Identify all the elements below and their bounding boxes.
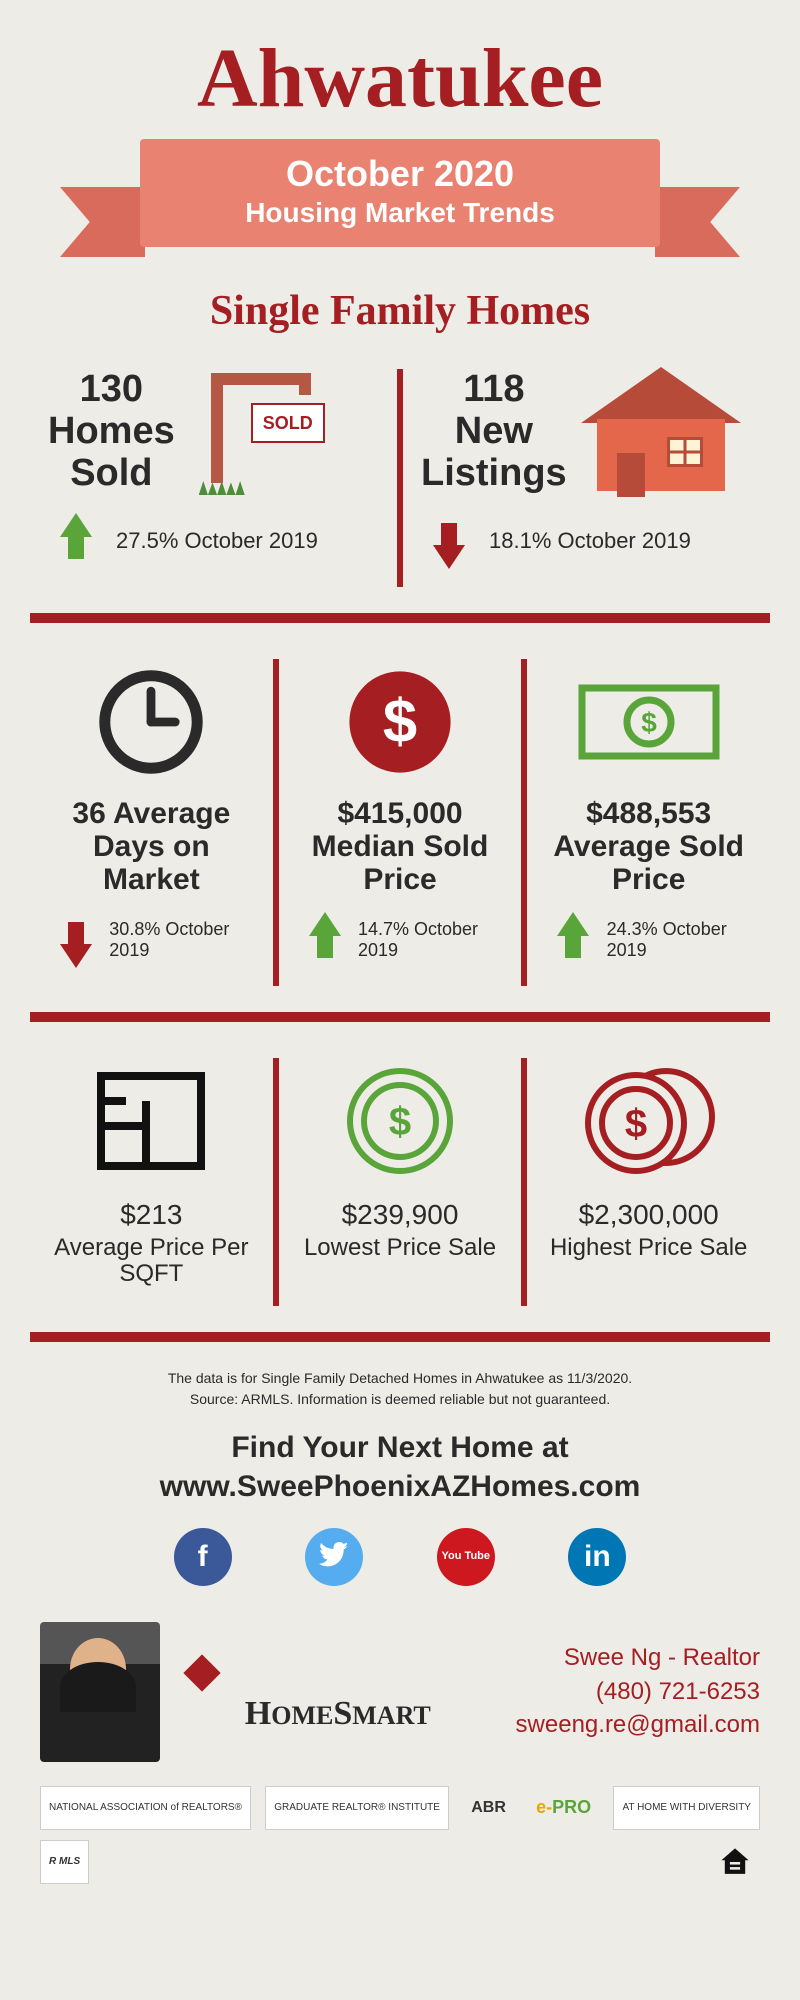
listings-text: 118 New Listings xyxy=(421,369,567,494)
contact-phone: (480) 721-6253 xyxy=(516,1675,760,1709)
social-row: f You Tube in xyxy=(100,1528,700,1586)
cert-logo xyxy=(710,1840,760,1884)
contact-block: Swee Ng - Realtor (480) 721-6253 sweeng.… xyxy=(516,1641,760,1742)
cert-logo: ABR xyxy=(463,1786,514,1830)
twitter-icon xyxy=(319,1542,349,1572)
coins-icon: $ xyxy=(545,1056,752,1186)
row-top: 130 Homes Sold SOLD 27.5% October 2019 1… xyxy=(30,359,770,587)
up-arrow-icon xyxy=(545,912,594,968)
facebook-link[interactable]: f xyxy=(174,1528,232,1586)
disclaimer: The data is for Single Family Detached H… xyxy=(40,1368,760,1410)
ribbon-body: October 2020 Housing Market Trends xyxy=(140,139,660,247)
dom-change: 30.8% October 2019 xyxy=(109,919,254,961)
avg-text: $488,553 Average Sold Price xyxy=(545,797,752,896)
dollar-bill-icon: $ xyxy=(545,657,752,787)
contact-name: Swee Ng - Realtor xyxy=(516,1641,760,1675)
down-arrow-icon xyxy=(421,513,477,569)
subtitle: Single Family Homes xyxy=(40,287,760,335)
cert-logo: e-PRO xyxy=(528,1786,599,1830)
svg-text:$: $ xyxy=(625,1102,647,1146)
svg-text:$: $ xyxy=(389,1100,411,1144)
sqft-text: $213 Average Price Per SQFT xyxy=(48,1200,255,1288)
ribbon-line2: Housing Market Trends xyxy=(160,197,640,229)
median-text: $415,000 Median Sold Price xyxy=(297,797,504,896)
cert-logo: GRADUATE REALTOR® INSTITUTE xyxy=(265,1786,449,1830)
floorplan-icon xyxy=(48,1056,255,1186)
ribbon-line1: October 2020 xyxy=(160,153,640,195)
stat-highest: $ $2,300,000 Highest Price Sale xyxy=(527,1048,770,1306)
down-arrow-icon xyxy=(48,912,97,968)
cta: Find Your Next Home at www.SweePhoenixAZ… xyxy=(40,1428,760,1506)
stat-median: $ $415,000 Median Sold Price 14.7% Octob… xyxy=(279,649,522,986)
stat-new-listings: 118 New Listings 18.1% October 2019 xyxy=(403,359,770,587)
dom-text: 36 Average Days on Market xyxy=(48,797,255,896)
sold-text: 130 Homes Sold xyxy=(48,369,175,494)
svg-text:$: $ xyxy=(641,707,657,738)
clock-icon xyxy=(48,657,255,787)
dollar-circle-icon: $ xyxy=(297,657,504,787)
row-middle: 36 Average Days on Market 30.8% October … xyxy=(30,649,770,986)
high-text: $2,300,000 Highest Price Sale xyxy=(545,1200,752,1261)
sold-change: 27.5% October 2019 xyxy=(116,528,318,554)
section-divider xyxy=(30,613,770,623)
stat-lowest: $ $239,900 Lowest Price Sale xyxy=(279,1048,522,1306)
cert-logo: NATIONAL ASSOCIATION of REALTORS® xyxy=(40,1786,251,1830)
cert-logo: AT HOME WITH DIVERSITY xyxy=(613,1786,760,1830)
svg-text:$: $ xyxy=(383,687,417,756)
up-arrow-icon xyxy=(48,513,104,569)
cert-logo: R MLS xyxy=(40,1840,89,1884)
low-text: $239,900 Lowest Price Sale xyxy=(297,1200,504,1261)
ribbon-tail-left xyxy=(60,187,145,257)
section-divider xyxy=(30,1012,770,1022)
stat-homes-sold: 130 Homes Sold SOLD 27.5% October 2019 xyxy=(30,359,397,587)
avg-change: 24.3% October 2019 xyxy=(607,919,752,961)
row-bottom: $213 Average Price Per SQFT $ $239,900 L… xyxy=(30,1048,770,1306)
cert-logos-row: NATIONAL ASSOCIATION of REALTORS® GRADUA… xyxy=(40,1786,760,1884)
realtor-avatar xyxy=(40,1622,160,1762)
linkedin-link[interactable]: in xyxy=(568,1528,626,1586)
brand-diamond-icon xyxy=(180,1651,224,1695)
stat-sqft: $213 Average Price Per SQFT xyxy=(30,1048,273,1306)
coin-outline-icon: $ xyxy=(297,1056,504,1186)
listings-change: 18.1% October 2019 xyxy=(489,528,691,554)
stat-dom: 36 Average Days on Market 30.8% October … xyxy=(30,649,273,986)
equal-housing-icon xyxy=(718,1845,752,1879)
twitter-link[interactable] xyxy=(305,1528,363,1586)
youtube-link[interactable]: You Tube xyxy=(437,1528,495,1586)
up-arrow-icon xyxy=(297,912,346,968)
ribbon: October 2020 Housing Market Trends xyxy=(80,135,720,275)
contact-email: sweeng.re@gmail.com xyxy=(516,1708,760,1742)
sold-sign-icon: SOLD xyxy=(189,367,329,497)
page-title: Ahwatukee xyxy=(40,30,760,127)
median-change: 14.7% October 2019 xyxy=(358,919,503,961)
section-divider xyxy=(30,1332,770,1342)
stat-avg: $ $488,553 Average Sold Price 24.3% Octo… xyxy=(527,649,770,986)
brand-logo: HOMESMART xyxy=(180,1651,496,1733)
house-icon xyxy=(581,367,741,497)
footer-brand-row: HOMESMART Swee Ng - Realtor (480) 721-62… xyxy=(40,1622,760,1762)
ribbon-tail-right xyxy=(655,187,740,257)
